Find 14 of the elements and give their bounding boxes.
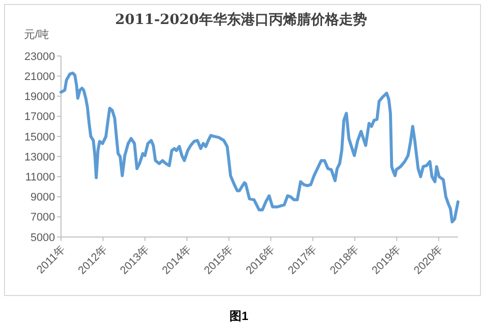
y-tick-label: 9000 xyxy=(30,192,55,204)
y-tick-label: 19000 xyxy=(24,91,55,104)
y-tick-label: 7000 xyxy=(30,212,55,224)
y-tick-label: 13000 xyxy=(24,151,55,164)
y-tick-label: 21000 xyxy=(24,70,55,83)
chart-title: 2011-2020年华东港口丙烯腈价格走势 xyxy=(115,11,367,28)
y-tick-label: 23000 xyxy=(24,50,55,63)
line-series xyxy=(60,72,460,224)
y-tick-label: 11000 xyxy=(25,172,55,184)
y-tick-label: 17000 xyxy=(24,111,55,124)
caption: 图1 xyxy=(230,309,249,323)
y-tick-label: 5000 xyxy=(30,232,55,244)
y-axis-title: 元/吨 xyxy=(24,28,50,41)
y-tick-label: 15000 xyxy=(24,131,55,144)
